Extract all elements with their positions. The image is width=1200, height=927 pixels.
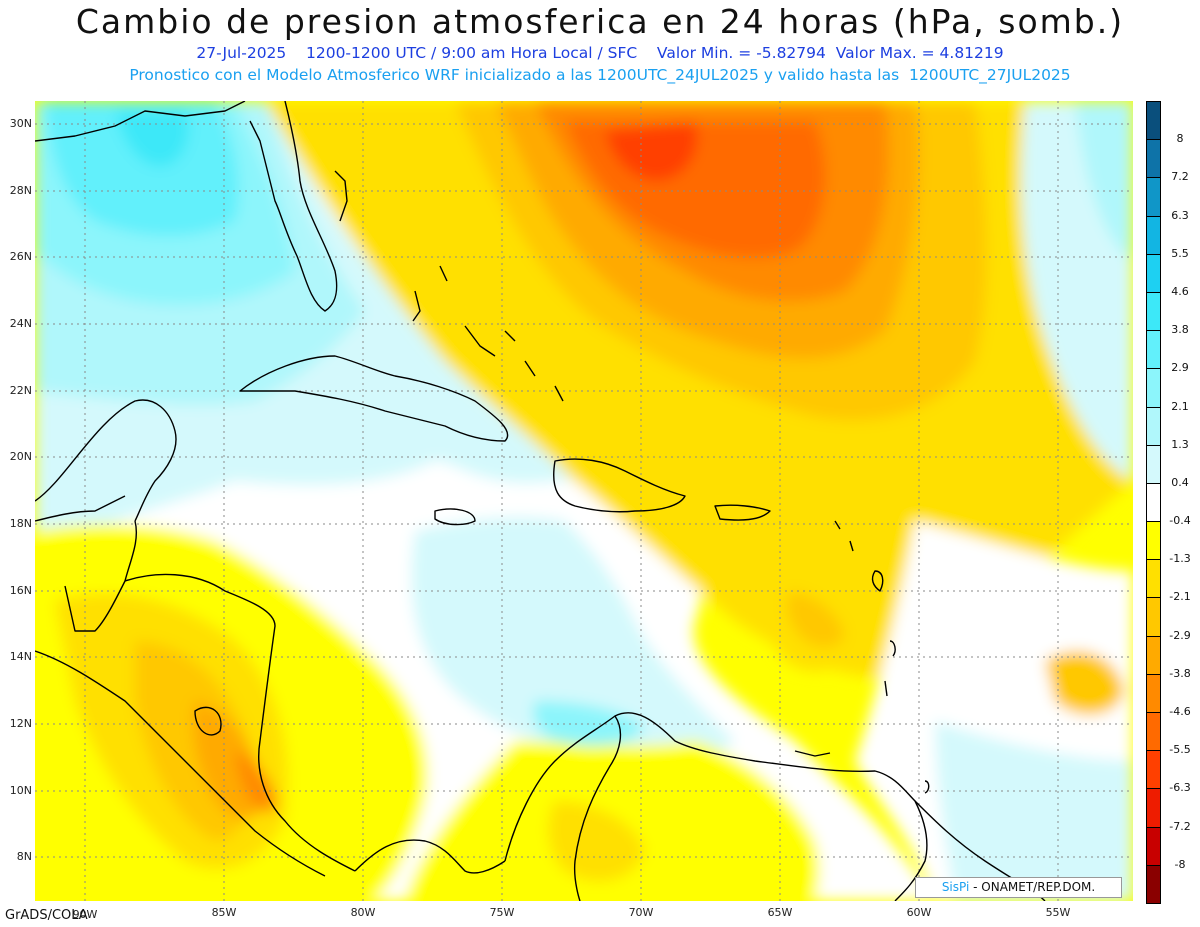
legend-label: -4.6: [1169, 705, 1191, 719]
lon-label: 70W: [628, 906, 654, 919]
lon-label: 90W: [72, 908, 98, 921]
lat-label: 14N: [9, 650, 32, 663]
legend-label: 7.2: [1171, 170, 1189, 184]
legend-swatch: [1146, 291, 1161, 332]
legend-label: -5.5: [1169, 743, 1191, 757]
legend-swatch: [1146, 788, 1161, 828]
sispi-logo: SisPi: [941, 880, 970, 894]
credit-box: SisPi - ONAMET/REP.DOM.: [915, 877, 1122, 898]
lat-label: 12N: [9, 717, 32, 730]
lat-label: 24N: [9, 317, 32, 330]
legend-label: -6.3: [1169, 781, 1191, 795]
legend-swatch: [1146, 253, 1161, 293]
lon-label: 65W: [767, 906, 793, 919]
model-run-line: Pronostico con el Modelo Atmosferico WRF…: [129, 66, 1071, 84]
legend-swatch: [1146, 635, 1161, 675]
credit-text: - ONAMET/REP.DOM.: [969, 880, 1096, 894]
legend-swatch: [1146, 864, 1161, 904]
map-canvas: [35, 101, 1133, 901]
valid-time-line: 27-Jul-2025 1200-1200 UTC / 9:00 am Hora…: [196, 44, 1004, 62]
legend-label: -2.9: [1169, 628, 1191, 642]
legend-swatch: [1146, 712, 1161, 752]
legend-label: 5.5: [1171, 246, 1189, 260]
legend-label: 4.6: [1171, 284, 1189, 298]
lon-label: 55W: [1045, 906, 1071, 919]
legend-swatch: [1146, 330, 1161, 370]
legend-label: 2.1: [1171, 399, 1189, 413]
lat-label: 26N: [9, 250, 32, 263]
legend-label: 8: [1176, 132, 1184, 146]
legend-label: -1.3: [1169, 552, 1191, 566]
legend-swatch: [1146, 177, 1161, 217]
lat-lon-grid: [35, 101, 1133, 901]
legend-label: -3.8: [1169, 666, 1191, 680]
legend-swatch: [1146, 673, 1161, 714]
legend-label: -8: [1174, 857, 1186, 871]
legend-swatch: [1146, 559, 1161, 599]
legend-label: 3.8: [1171, 323, 1189, 337]
legend-swatch: [1146, 482, 1161, 523]
coastlines: [35, 101, 1046, 901]
legend-label: 6.3: [1171, 208, 1189, 222]
map-title: Cambio de presion atmosferica en 24 hora…: [75, 2, 1125, 41]
lat-label: 30N: [9, 117, 32, 130]
grads-credit: GrADS/COLA: [5, 908, 88, 923]
pressure-field: [35, 101, 1133, 901]
lon-label: 60W: [906, 906, 932, 919]
legend-swatch: [1146, 101, 1161, 141]
lon-label: 75W: [489, 906, 515, 919]
legend-label: 1.3: [1171, 437, 1189, 451]
legend-label: -0.4: [1169, 514, 1191, 528]
legend-swatch: [1146, 826, 1161, 866]
lat-label: 16N: [9, 584, 32, 597]
lat-label: 18N: [9, 517, 32, 530]
lat-label: 28N: [9, 184, 32, 197]
legend-swatch: [1146, 597, 1161, 637]
legend-label: 0.4: [1171, 475, 1189, 489]
lon-label: 80W: [350, 906, 376, 919]
legend-swatch: [1146, 368, 1161, 408]
lat-label: 8N: [16, 850, 32, 863]
legend-label: 2.9: [1171, 361, 1189, 375]
legend-swatch: [1146, 750, 1161, 790]
lat-label: 22N: [9, 384, 32, 397]
legend-swatch: [1146, 521, 1161, 561]
pressure-change-map: [35, 101, 1133, 901]
lat-label: 20N: [9, 450, 32, 463]
legend-swatch: [1146, 215, 1161, 255]
legend-label: -7.2: [1169, 819, 1191, 833]
lat-label: 10N: [9, 784, 32, 797]
legend-swatch: [1146, 406, 1161, 446]
lon-label: 85W: [211, 906, 237, 919]
legend-swatch: [1146, 139, 1161, 179]
legend-swatch: [1146, 444, 1161, 484]
legend-label: -2.1: [1169, 590, 1191, 604]
